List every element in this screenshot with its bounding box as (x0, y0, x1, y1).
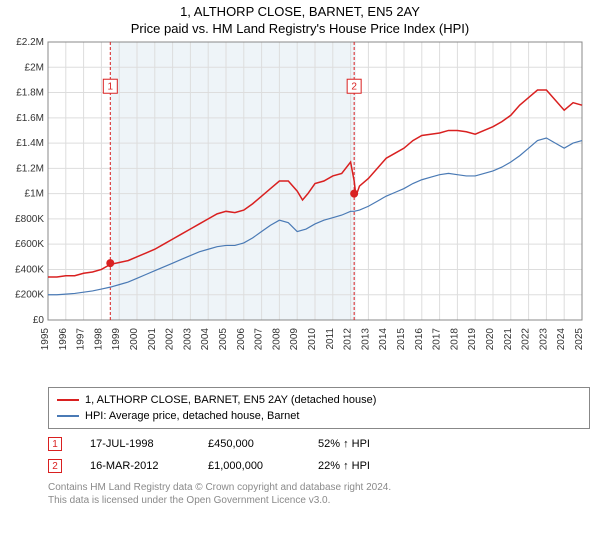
svg-text:£600K: £600K (15, 239, 44, 250)
svg-text:2004: 2004 (200, 328, 211, 351)
svg-text:1998: 1998 (93, 328, 104, 351)
svg-text:2: 2 (351, 82, 357, 93)
svg-text:1995: 1995 (40, 328, 51, 351)
svg-text:2014: 2014 (378, 328, 389, 351)
title-main: 1, ALTHORP CLOSE, BARNET, EN5 2AY (0, 4, 600, 19)
svg-text:£200K: £200K (15, 290, 44, 301)
sale-date: 16-MAR-2012 (90, 460, 180, 472)
svg-text:2000: 2000 (129, 328, 140, 351)
svg-text:1999: 1999 (111, 328, 122, 351)
sales-list: 1 17-JUL-1998 £450,000 52% ↑ HPI 2 16-MAR-201… (0, 429, 600, 473)
title-sub: Price paid vs. HM Land Registry's House … (0, 21, 600, 36)
svg-text:£1.6M: £1.6M (16, 113, 44, 124)
svg-text:£0: £0 (33, 315, 45, 326)
svg-text:2013: 2013 (360, 328, 371, 351)
sale-badge: 1 (48, 437, 62, 451)
svg-text:1996: 1996 (58, 328, 69, 351)
svg-text:£2.2M: £2.2M (16, 37, 44, 48)
legend-swatch (57, 399, 79, 401)
svg-text:1997: 1997 (76, 328, 87, 351)
svg-text:2007: 2007 (254, 328, 265, 351)
sale-row: 2 16-MAR-2012 £1,000,000 22% ↑ HPI (48, 459, 590, 473)
svg-text:2022: 2022 (521, 328, 532, 351)
svg-text:2018: 2018 (449, 328, 460, 351)
sale-row: 1 17-JUL-1998 £450,000 52% ↑ HPI (48, 437, 590, 451)
svg-text:2015: 2015 (396, 328, 407, 351)
legend-item: HPI: Average price, detached house, Barn… (57, 408, 581, 424)
svg-text:2023: 2023 (538, 328, 549, 351)
svg-text:2017: 2017 (432, 328, 443, 351)
svg-text:2001: 2001 (147, 328, 158, 351)
svg-text:£1.8M: £1.8M (16, 88, 44, 99)
svg-text:2021: 2021 (503, 328, 514, 351)
svg-text:£1.2M: £1.2M (16, 163, 44, 174)
svg-text:£400K: £400K (15, 264, 44, 275)
page: 1, ALTHORP CLOSE, BARNET, EN5 2AY Price … (0, 0, 600, 560)
footnote: Contains HM Land Registry data © Crown c… (48, 481, 590, 507)
sale-price: £450,000 (208, 438, 290, 450)
sale-hpi: 52% ↑ HPI (318, 438, 370, 450)
svg-text:2008: 2008 (271, 328, 282, 351)
svg-text:2024: 2024 (556, 328, 567, 351)
legend-swatch (57, 415, 79, 417)
legend-item: 1, ALTHORP CLOSE, BARNET, EN5 2AY (detac… (57, 392, 581, 408)
sale-hpi: 22% ↑ HPI (318, 460, 370, 472)
svg-text:2005: 2005 (218, 328, 229, 351)
footnote-line1: Contains HM Land Registry data © Crown c… (48, 481, 590, 494)
sale-price: £1,000,000 (208, 460, 290, 472)
titles: 1, ALTHORP CLOSE, BARNET, EN5 2AY Price … (0, 0, 600, 36)
legend-label: 1, ALTHORP CLOSE, BARNET, EN5 2AY (detac… (85, 394, 376, 406)
svg-text:£2M: £2M (25, 62, 44, 73)
svg-text:1: 1 (108, 82, 114, 93)
footnote-line2: This data is licensed under the Open Gov… (48, 494, 590, 507)
chart: £0 £200K £400K £600K £800K £1M £1.2M £1.4M £1.6M… (0, 36, 600, 381)
chart-svg: £0 £200K £400K £600K £800K £1M £1.2M £1.4M £1.6M… (0, 36, 592, 376)
svg-text:2006: 2006 (236, 328, 247, 351)
svg-text:£800K: £800K (15, 214, 44, 225)
svg-text:2003: 2003 (182, 328, 193, 351)
svg-text:2011: 2011 (325, 328, 336, 350)
legend-label: HPI: Average price, detached house, Barn… (85, 410, 299, 422)
svg-text:£1M: £1M (25, 189, 44, 200)
legend: 1, ALTHORP CLOSE, BARNET, EN5 2AY (detac… (48, 387, 590, 429)
svg-text:2025: 2025 (574, 328, 585, 351)
svg-text:2010: 2010 (307, 328, 318, 351)
svg-text:2016: 2016 (414, 328, 425, 351)
svg-text:£1.4M: £1.4M (16, 138, 44, 149)
sale-date: 17-JUL-1998 (90, 438, 180, 450)
svg-text:2020: 2020 (485, 328, 496, 351)
svg-text:2012: 2012 (343, 328, 354, 351)
sale-badge: 2 (48, 459, 62, 473)
svg-text:2002: 2002 (165, 328, 176, 351)
svg-text:2009: 2009 (289, 328, 300, 351)
svg-text:2019: 2019 (467, 328, 478, 351)
